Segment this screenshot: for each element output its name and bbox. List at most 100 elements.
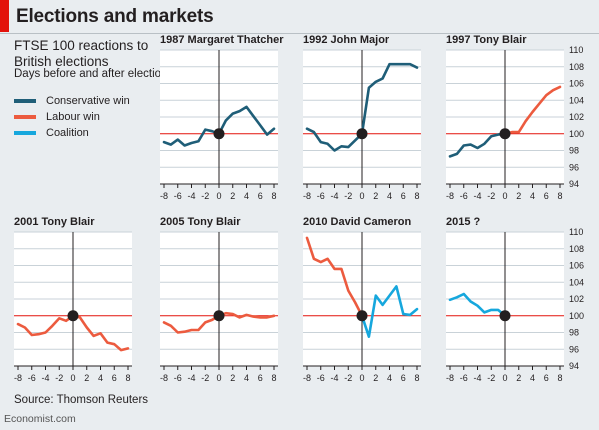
x-tick-label: 8 (271, 191, 276, 201)
x-tick-label: 2 (230, 373, 235, 383)
y-tick-label: 98 (569, 146, 579, 156)
y-tick-label: 98 (569, 328, 579, 338)
y-tick-label: 108 (569, 244, 584, 254)
x-tick-label: 8 (557, 191, 562, 201)
x-tick-label: -2 (487, 373, 495, 383)
x-tick-label: 4 (244, 191, 249, 201)
brand-url: Economist.com (4, 413, 76, 425)
x-tick-label: -4 (41, 373, 49, 383)
y-tick-label: 96 (569, 162, 579, 172)
x-tick-label: -2 (201, 373, 209, 383)
x-tick-label: -6 (460, 373, 468, 383)
x-tick-label: -2 (55, 373, 63, 383)
x-tick-label: 2 (84, 373, 89, 383)
subtitle-days: Days before and after election (14, 68, 168, 80)
x-tick-label: 8 (557, 373, 562, 383)
x-tick-label: 2 (373, 373, 378, 383)
x-tick-label: 8 (414, 191, 419, 201)
legend-label: Conservative win (46, 95, 130, 107)
x-tick-label: 0 (502, 373, 507, 383)
x-tick-label: 6 (258, 373, 263, 383)
y-tick-label: 96 (569, 344, 579, 354)
legend-item-labour: Labour win (14, 109, 130, 125)
y-tick-label: 106 (569, 261, 584, 271)
title-rule (0, 33, 599, 34)
legend-label: Coalition (46, 127, 89, 139)
series-line (360, 285, 419, 339)
x-tick-label: -4 (330, 191, 338, 201)
panel-title: 1987 Margaret Thatcher (160, 34, 284, 46)
x-tick-label: -6 (317, 373, 325, 383)
brand-red-bar (0, 0, 9, 32)
x-tick-label: 6 (401, 373, 406, 383)
x-tick-label: -8 (303, 373, 311, 383)
x-tick-label: -6 (317, 191, 325, 201)
x-tick-label: 4 (387, 191, 392, 201)
panel-title: 1992 John Major (303, 34, 390, 46)
panel-title: 2010 David Cameron (303, 216, 412, 228)
legend-item-conservative: Conservative win (14, 93, 130, 109)
election-day-marker (213, 310, 225, 322)
series-line (503, 85, 562, 136)
y-tick-label: 110 (569, 45, 583, 55)
x-tick-label: 0 (216, 191, 221, 201)
legend-label: Labour win (46, 111, 100, 123)
x-tick-label: 2 (516, 373, 521, 383)
election-day-marker (67, 310, 79, 322)
y-tick-label: 94 (569, 361, 579, 371)
x-tick-label: -6 (28, 373, 36, 383)
election-day-marker (499, 128, 511, 140)
x-tick-label: 8 (125, 373, 130, 383)
x-tick-label: -4 (187, 373, 195, 383)
panel-title: 2001 Tony Blair (14, 216, 95, 228)
x-tick-label: 6 (544, 191, 549, 201)
x-tick-label: 0 (216, 373, 221, 383)
x-tick-label: -8 (446, 373, 454, 383)
election-day-marker (356, 310, 368, 322)
x-tick-label: 8 (414, 373, 419, 383)
y-tick-label: 102 (569, 294, 584, 304)
x-tick-label: 0 (359, 373, 364, 383)
source-note: Source: Thomson Reuters (14, 394, 149, 406)
x-tick-label: -4 (330, 373, 338, 383)
x-tick-label: 4 (530, 373, 535, 383)
x-tick-label: 2 (516, 191, 521, 201)
page-title: Elections and markets (16, 6, 214, 27)
legend-swatch (14, 131, 36, 135)
series-line (448, 292, 507, 318)
y-tick-label: 94 (569, 179, 579, 189)
panel-title: 2005 Tony Blair (160, 216, 241, 228)
x-tick-label: -8 (303, 191, 311, 201)
y-tick-label: 104 (569, 95, 584, 105)
election-day-marker (356, 128, 368, 140)
series-line (305, 236, 364, 318)
x-tick-label: 0 (70, 373, 75, 383)
x-tick-label: 6 (401, 191, 406, 201)
x-tick-label: -6 (174, 373, 182, 383)
x-tick-label: -4 (187, 191, 195, 201)
series-line (448, 132, 507, 158)
x-tick-label: 4 (98, 373, 103, 383)
x-tick-label: 0 (359, 191, 364, 201)
election-day-marker (213, 128, 225, 140)
x-tick-label: 8 (271, 373, 276, 383)
legend-swatch (14, 115, 36, 119)
y-tick-label: 100 (569, 311, 584, 321)
x-tick-label: -8 (160, 373, 168, 383)
y-tick-label: 108 (569, 62, 584, 72)
x-tick-label: -8 (446, 191, 454, 201)
x-tick-label: -4 (473, 373, 481, 383)
x-tick-label: 6 (544, 373, 549, 383)
x-tick-label: -8 (160, 191, 168, 201)
x-tick-label: 2 (230, 191, 235, 201)
x-tick-label: -2 (344, 373, 352, 383)
panel-title: 2015 ? (446, 216, 481, 228)
x-tick-label: -6 (174, 191, 182, 201)
x-tick-label: -2 (487, 191, 495, 201)
x-tick-label: 6 (112, 373, 117, 383)
x-tick-label: 4 (530, 191, 535, 201)
x-tick-label: 0 (502, 191, 507, 201)
y-tick-label: 102 (569, 112, 584, 122)
panel-title: 1997 Tony Blair (446, 34, 527, 46)
